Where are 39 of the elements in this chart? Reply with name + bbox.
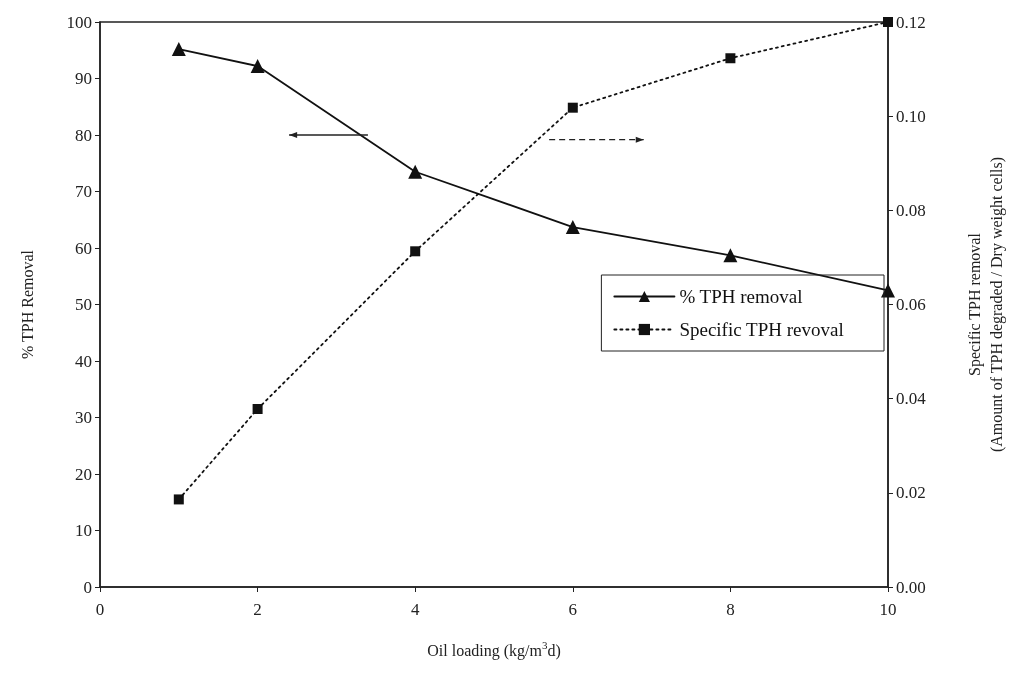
- point: [410, 246, 421, 257]
- x-tick-label: 8: [726, 600, 735, 619]
- y-tick-label: 30: [75, 408, 92, 427]
- y-tick-label: 10: [75, 521, 92, 540]
- y-axis-title: % TPH Removal: [18, 249, 36, 360]
- legend-label: Specific TPH revoval: [679, 319, 844, 340]
- y-tick-label: 40: [75, 351, 92, 371]
- point: [408, 164, 423, 179]
- point: [252, 404, 263, 415]
- point: [565, 220, 580, 235]
- y-tick-label: 60: [75, 238, 92, 258]
- y-tick-label: 0: [83, 577, 92, 597]
- y2-tick-label: 0.04: [896, 389, 927, 409]
- x-tick-label: 10: [879, 600, 897, 619]
- y2-tick-label: 0.06: [896, 295, 926, 314]
- y-tick-label: 20: [75, 464, 92, 484]
- y2-tick-label: 0.02: [896, 483, 926, 503]
- y2-tick-label: 0.08: [896, 200, 926, 220]
- point: [883, 17, 893, 27]
- x-tick-label: 4: [410, 600, 420, 619]
- y-tick-label: 90: [75, 69, 92, 88]
- y2-tick-label: 0.00: [896, 577, 926, 597]
- y-tick-label: 80: [75, 125, 92, 145]
- y2-tick-label: 0.12: [896, 12, 926, 32]
- point: [725, 53, 736, 64]
- x-tick-label: 2: [253, 600, 262, 619]
- point: [171, 42, 186, 57]
- point: [723, 248, 738, 263]
- point: [173, 494, 184, 505]
- point: [567, 102, 578, 113]
- y-tick-label: 50: [75, 295, 92, 314]
- y2-axis-title: Specific TPH removal (Amount of TPH degraded / Dry weight cells): [965, 156, 1006, 453]
- x-tick-label: 6: [568, 600, 578, 619]
- y2-tick-label: 0.10: [896, 106, 926, 126]
- x-tick-label: 0: [95, 600, 105, 619]
- y-tick-label: 70: [75, 182, 92, 201]
- y-tick-label: 100: [66, 12, 92, 32]
- legend-label: % TPH removal: [679, 286, 803, 307]
- point: [250, 59, 265, 74]
